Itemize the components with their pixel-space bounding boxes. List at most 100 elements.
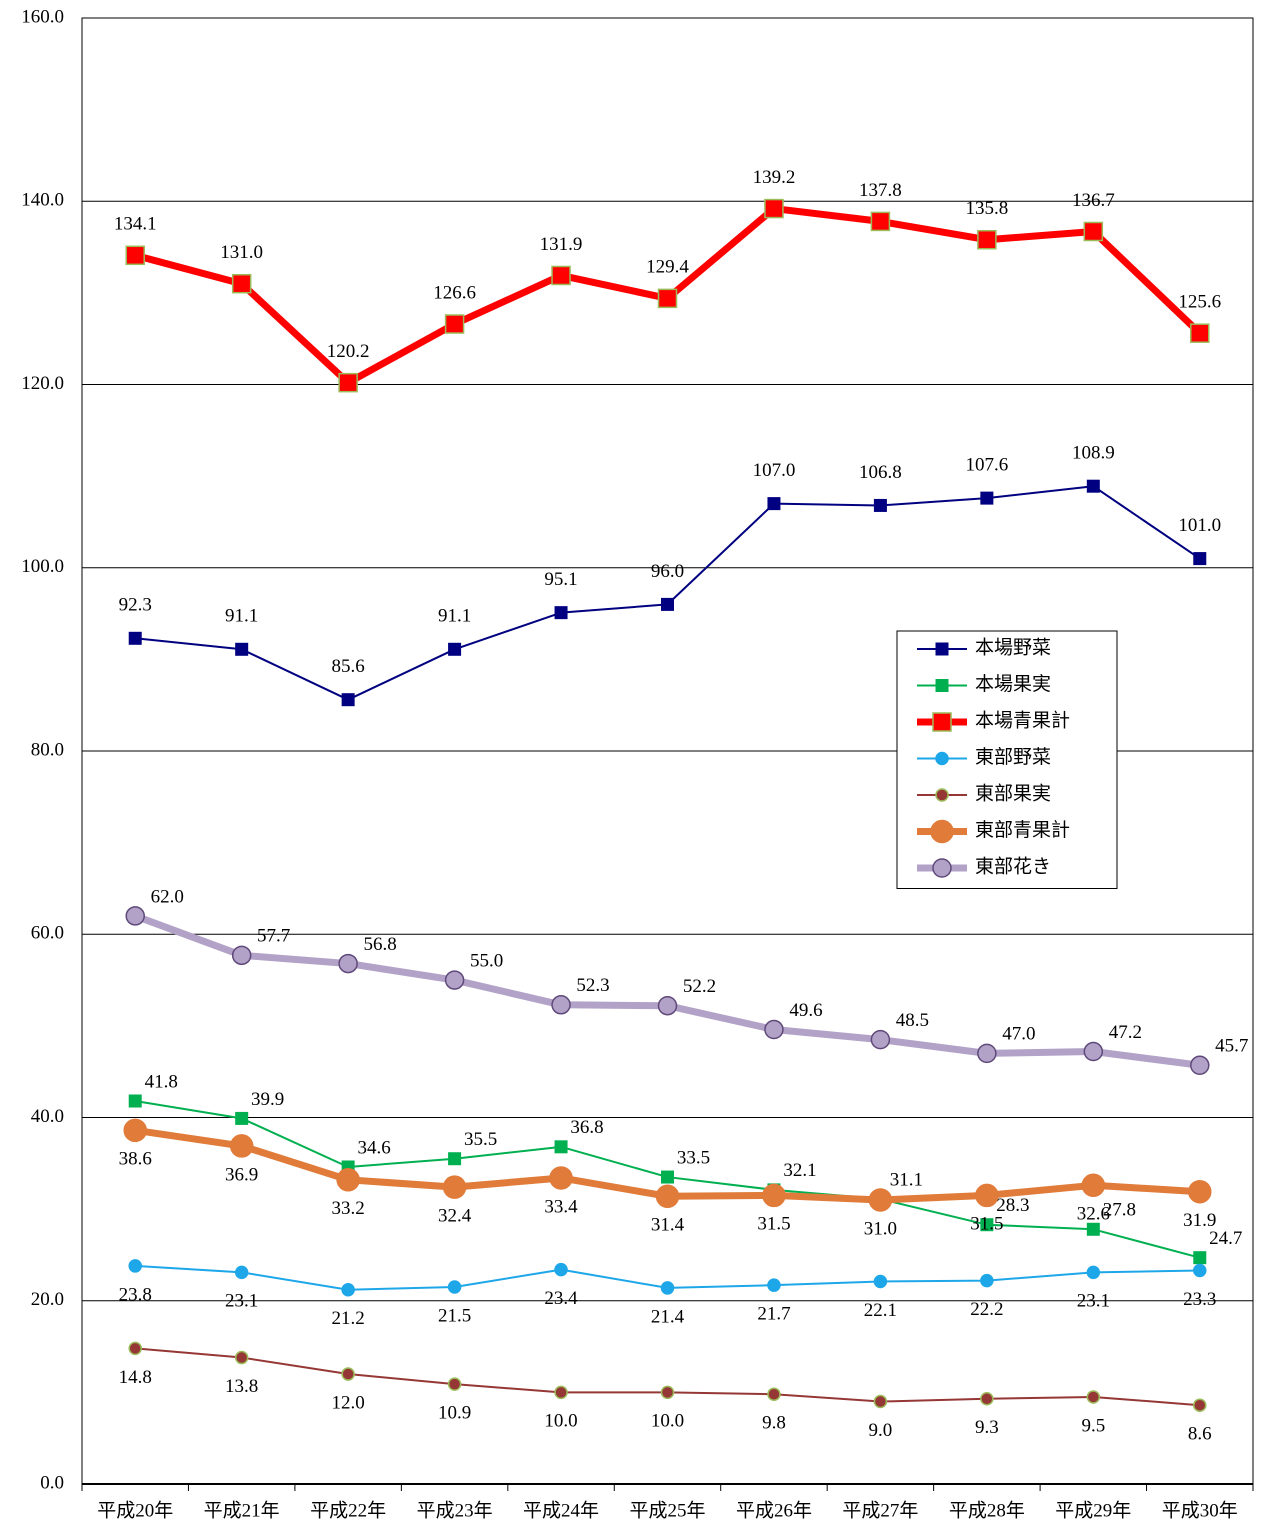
marker xyxy=(1193,1251,1207,1265)
marker xyxy=(980,1392,994,1406)
data-label: 52.3 xyxy=(576,975,609,996)
data-label: 34.6 xyxy=(358,1137,391,1158)
marker xyxy=(1083,221,1104,242)
data-label: 125.6 xyxy=(1178,292,1221,313)
data-label: 21.5 xyxy=(438,1305,471,1326)
y-tick-label: 20.0 xyxy=(31,1289,64,1310)
data-label: 35.5 xyxy=(464,1129,497,1150)
x-tick-label: 平成26年 xyxy=(736,1499,812,1521)
series: 14.8 13.8 12.0 10.9 10.0 10.0 9.8 9.0 9.3 9.5 8.6 xyxy=(119,1341,1212,1445)
data-label: 120.2 xyxy=(327,341,370,362)
series: 41.8 39.9 34.6 35.5 36.8 33.5 32.1 31.1 28.3 27.8… xyxy=(128,1071,1242,1265)
data-label: 9.0 xyxy=(869,1420,893,1441)
legend-marker xyxy=(935,642,949,656)
marker xyxy=(980,1273,994,1288)
marker xyxy=(234,1350,249,1365)
marker xyxy=(1190,323,1210,343)
series-line xyxy=(134,912,1201,1069)
x-tick-label: 平成27年 xyxy=(842,1499,918,1521)
data-label: 52.2 xyxy=(683,976,716,997)
legend-marker xyxy=(932,712,952,732)
x-tick-label: 平成23年 xyxy=(417,1499,493,1521)
marker xyxy=(125,906,145,926)
data-label: 21.7 xyxy=(757,1304,790,1325)
data-label: 36.9 xyxy=(225,1164,258,1185)
data-label: 33.4 xyxy=(544,1196,578,1217)
data-label: 9.5 xyxy=(1081,1415,1105,1436)
data-label: 126.6 xyxy=(433,282,476,303)
data-label: 96.0 xyxy=(651,561,684,582)
marker xyxy=(1086,479,1100,493)
legend-label: 本場青果計 xyxy=(975,709,1070,731)
y-tick-label: 160.0 xyxy=(21,6,64,27)
marker xyxy=(125,245,145,266)
data-label: 33.2 xyxy=(332,1198,365,1219)
marker xyxy=(551,265,571,286)
marker xyxy=(549,1166,573,1190)
x-tick-label: 平成21年 xyxy=(204,1499,280,1521)
data-label: 12.0 xyxy=(332,1392,365,1413)
data-label: 31.5 xyxy=(757,1214,790,1235)
legend-label: 東部野菜 xyxy=(975,746,1051,768)
x-tick-label: 平成25年 xyxy=(629,1499,705,1521)
marker xyxy=(873,1394,888,1409)
data-label: 57.7 xyxy=(257,926,290,947)
x-tick-label: 平成22年 xyxy=(310,1499,386,1521)
marker xyxy=(1193,1398,1207,1412)
marker xyxy=(764,198,784,219)
data-label: 13.8 xyxy=(225,1376,258,1397)
legend-item: 東部青果計 xyxy=(917,819,1070,844)
marker xyxy=(980,1218,994,1232)
data-label: 33.5 xyxy=(677,1147,710,1168)
marker xyxy=(977,229,997,250)
marker xyxy=(762,1183,786,1208)
marker xyxy=(655,1184,680,1209)
marker xyxy=(338,372,358,393)
data-label: 39.9 xyxy=(251,1089,284,1110)
data-label: 31.4 xyxy=(651,1215,685,1236)
data-label: 32.6 xyxy=(1077,1204,1110,1225)
marker xyxy=(1193,1263,1207,1278)
marker xyxy=(870,211,891,232)
marker xyxy=(554,1140,568,1154)
data-label: 101.0 xyxy=(1178,515,1221,536)
legend-item: 本場果実 xyxy=(917,673,1051,695)
data-label: 135.8 xyxy=(965,198,1008,219)
data-label: 49.6 xyxy=(789,1000,822,1021)
data-label: 38.6 xyxy=(119,1149,152,1170)
legend-item: 東部果実 xyxy=(917,782,1051,804)
x-tick-label: 平成20年 xyxy=(97,1499,173,1521)
marker xyxy=(554,1385,568,1400)
y-tick-label: 40.0 xyxy=(31,1106,64,1127)
marker xyxy=(123,1118,147,1143)
legend-item: 本場青果計 xyxy=(917,709,1070,732)
marker xyxy=(1188,1179,1212,1204)
marker xyxy=(447,1280,462,1294)
data-label: 139.2 xyxy=(753,167,796,188)
marker xyxy=(767,1278,781,1292)
data-label: 47.0 xyxy=(1002,1024,1035,1045)
y-tick-label: 80.0 xyxy=(31,739,64,760)
marker xyxy=(1190,1055,1210,1076)
marker xyxy=(231,945,252,966)
legend-label: 本場野菜 xyxy=(975,636,1051,658)
x-tick-label: 平成24年 xyxy=(523,1499,599,1521)
marker xyxy=(235,1111,249,1125)
data-label: 62.0 xyxy=(151,886,184,907)
legend-label: 本場果実 xyxy=(975,673,1051,695)
legend-label: 東部花き xyxy=(975,855,1051,877)
data-label: 32.4 xyxy=(438,1205,472,1226)
marker xyxy=(977,1043,997,1064)
legend-marker xyxy=(935,788,949,802)
y-tick-label: 120.0 xyxy=(21,373,64,394)
y-tick-label: 100.0 xyxy=(21,556,64,577)
legend-item: 東部花き xyxy=(917,855,1051,878)
marker xyxy=(1086,1390,1101,1404)
data-label: 21.2 xyxy=(332,1308,365,1329)
marker xyxy=(229,1134,254,1158)
marker xyxy=(551,995,571,1015)
data-label: 92.3 xyxy=(119,595,152,616)
marker xyxy=(128,1259,142,1273)
legend-marker xyxy=(935,751,949,766)
